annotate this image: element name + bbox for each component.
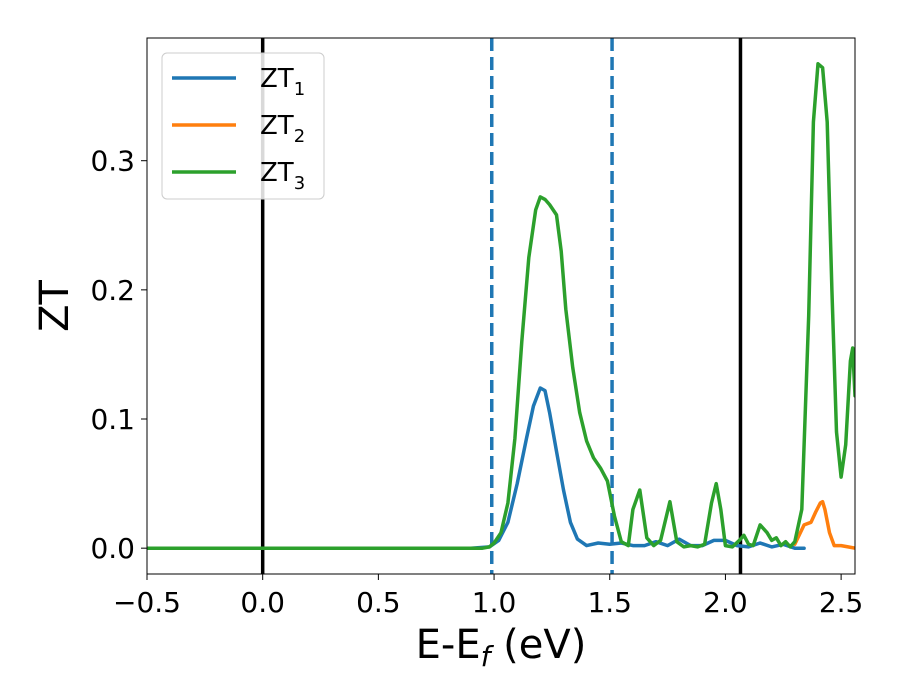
- x-tick-label: 0.0: [240, 586, 285, 619]
- legend-label-main: ZT: [260, 64, 294, 94]
- x-tick-label: 0.5: [356, 586, 401, 619]
- legend-label-sub: 3: [294, 173, 305, 194]
- x-tick-label: −0.5: [113, 586, 181, 619]
- y-axis-label: ZT: [32, 280, 78, 332]
- y-axis: 0.0 0.1 0.2 0.3: [90, 145, 147, 565]
- y-tick-label: 0.1: [90, 403, 135, 436]
- series-line-zt1: [147, 386, 806, 550]
- series-lines: [147, 62, 855, 550]
- x-axis-label-main: E-E: [416, 622, 481, 668]
- x-tick-label: 1.5: [587, 586, 632, 619]
- legend-label-zt2: ZT2: [260, 111, 305, 147]
- series-line-zt2: [793, 499, 855, 550]
- legend-label-sub: 2: [294, 126, 305, 147]
- x-axis: −0.5 0.0 0.5 1.0 1.5 2.0 2.5: [113, 574, 863, 619]
- legend-label-sub: 1: [294, 79, 305, 100]
- legend-box: [161, 52, 325, 200]
- legend-label-main: ZT: [260, 158, 294, 188]
- x-axis-label-unit: (eV): [490, 622, 586, 668]
- legend-label-zt3: ZT3: [260, 158, 305, 194]
- x-tick-label: 1.0: [472, 586, 517, 619]
- series-line-zt3: [147, 62, 855, 550]
- y-tick-label: 0.3: [90, 145, 135, 178]
- x-tick-label: 2.5: [819, 586, 864, 619]
- y-tick-label: 0.2: [90, 274, 135, 307]
- legend-label-main: ZT: [260, 111, 294, 141]
- x-axis-label: E-Ef (eV): [416, 622, 587, 673]
- x-tick-label: 2.0: [703, 586, 748, 619]
- y-tick-label: 0.0: [90, 532, 135, 565]
- plot-frame: [146, 37, 856, 575]
- legend-label-zt1: ZT1: [260, 64, 305, 100]
